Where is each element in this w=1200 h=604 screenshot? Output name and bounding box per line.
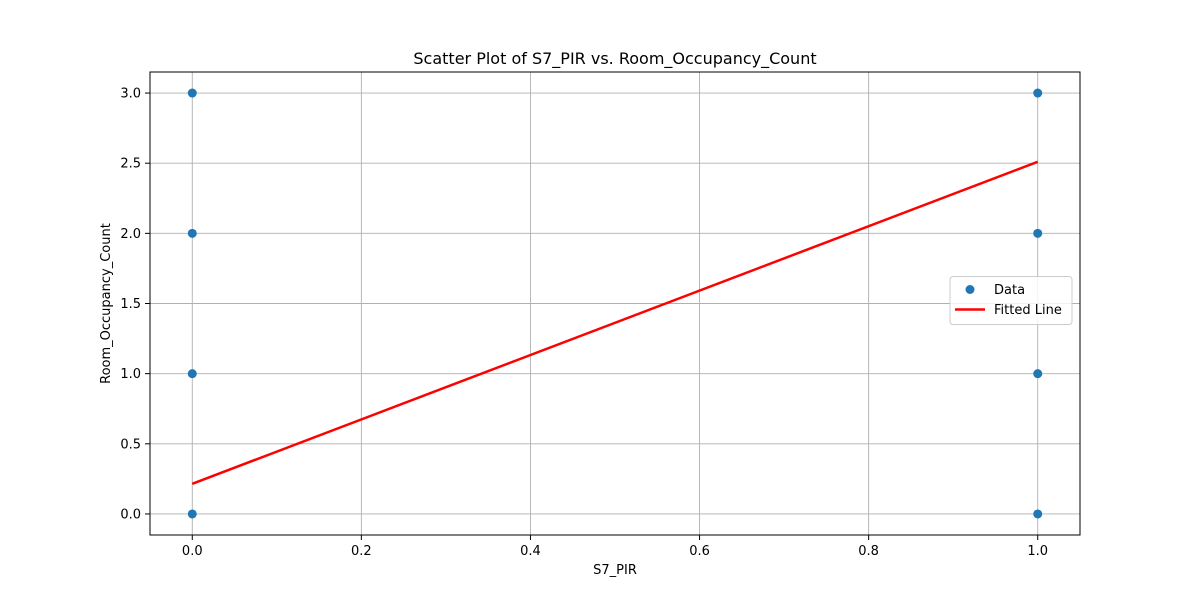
y-tick-label: 2.0: [120, 227, 141, 242]
x-tick-label: 0.6: [689, 544, 710, 559]
x-tick-label: 0.2: [351, 544, 372, 559]
data-point: [1033, 88, 1043, 98]
data-point: [187, 369, 197, 379]
y-tick-label: 2.5: [120, 157, 141, 172]
y-tick-label: 0.5: [120, 437, 141, 452]
legend-marker-data: [965, 285, 975, 294]
ticks-layer: 0.0 0.2 0.4 0.6 0.8 1.0 0.0 0.5 1.0 1.5 2.0 2.5 3.0: [120, 87, 1048, 559]
grid-layer: [150, 72, 1080, 535]
y-tick-label: 0.0: [120, 507, 141, 522]
data-point: [1033, 228, 1043, 238]
data-point: [1033, 369, 1043, 379]
fitted-line: [191, 160, 1039, 485]
y-axis-label: Room_Occupancy_Count: [99, 223, 114, 384]
x-tick-label: 1.0: [1027, 544, 1048, 559]
legend-label: Fitted Line: [994, 303, 1062, 318]
data-point: [187, 509, 197, 519]
data-point: [1033, 509, 1043, 519]
y-tick-label: 1.5: [120, 297, 141, 312]
x-tick-label: 0.4: [520, 544, 541, 559]
legend: Data Fitted Line: [949, 276, 1073, 325]
x-tick-label: 0.8: [858, 544, 879, 559]
x-axis-label: S7_PIR: [593, 563, 637, 578]
data-point: [187, 88, 197, 98]
x-tick-label: 0.0: [182, 544, 203, 559]
data-layer: [187, 88, 1043, 519]
legend-box: [949, 276, 1073, 325]
chart-title: Scatter Plot of S7_PIR vs. Room_Occupanc…: [413, 49, 816, 69]
y-tick-label: 3.0: [120, 87, 141, 102]
data-point: [187, 228, 197, 238]
legend-label: Data: [994, 283, 1025, 298]
y-tick-label: 1.0: [120, 367, 141, 382]
